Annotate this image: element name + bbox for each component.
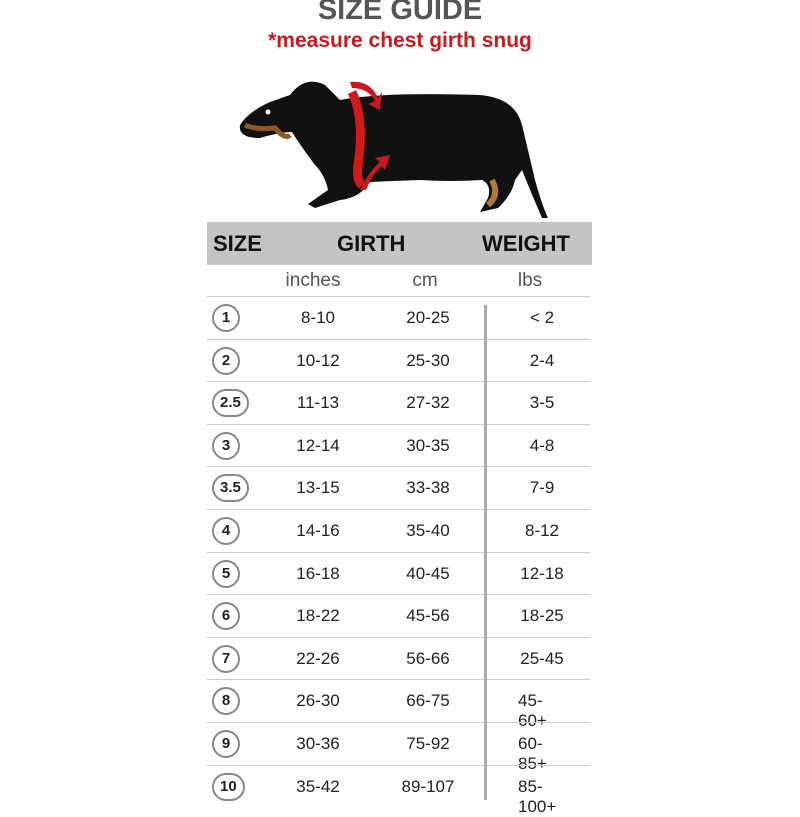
column-divider (484, 305, 487, 800)
girth-inches: 13-15 (296, 478, 340, 498)
table-row: 7 22-26 56-66 25-45 (207, 636, 590, 680)
girth-cm: 33-38 (406, 478, 450, 498)
girth-inches: 12-14 (296, 435, 340, 455)
size-badge: 2 (212, 346, 240, 375)
size-badge: 4 (212, 517, 240, 545)
weight-lbs: 45-60+ (518, 691, 547, 731)
size-badge: 6 (212, 602, 240, 631)
table-row: 3.5 13-15 33-38 7-9 (207, 466, 590, 509)
girth-inches: 18-22 (296, 606, 340, 626)
girth-cm: 30-35 (406, 435, 450, 455)
unit-lbs: lbs (517, 270, 543, 291)
table-row: 1 8-10 20-25 < 2 (207, 296, 590, 339)
size-badge: 8 (212, 687, 240, 716)
girth-cm: 56-66 (406, 648, 450, 668)
table-row: 3 12-14 30-35 4-8 (207, 423, 590, 467)
table-row: 6 18-22 45-56 18-25 (207, 594, 590, 637)
girth-cm: 45-56 (406, 606, 450, 626)
weight-lbs: 8-12 (524, 521, 560, 540)
table-row: 8 26-30 66-75 45-60+ (207, 679, 590, 730)
girth-cm: 40-45 (406, 563, 450, 583)
girth-inches: 30-36 (296, 734, 340, 753)
table-row: 10 35-42 89-107 85-100+ (207, 764, 590, 816)
weight-lbs: 2-4 (529, 350, 555, 370)
weight-lbs: < 2 (529, 308, 555, 327)
weight-lbs: 3-5 (529, 393, 555, 413)
size-badge: 7 (212, 644, 240, 673)
weight-lbs: 12-18 (520, 563, 564, 583)
girth-cm: 25-30 (406, 350, 450, 370)
girth-inches: 26-30 (296, 691, 340, 711)
page-title: SIZE GUIDE (317, 0, 483, 26)
weight-lbs: 85-100+ (518, 776, 557, 816)
header-girth: GIRTH (337, 231, 406, 256)
size-badge: 3 (212, 431, 240, 460)
measure-instruction: *measure chest girth snug (268, 29, 532, 52)
unit-inches: inches (285, 270, 341, 291)
girth-inches: 22-26 (296, 648, 340, 668)
girth-cm: 66-75 (406, 691, 450, 711)
table-row: 5 16-18 40-45 12-18 (207, 551, 590, 595)
table-row: 2 10-12 25-30 2-4 (207, 338, 590, 382)
girth-inches: 14-16 (296, 521, 340, 540)
weight-lbs: 18-25 (520, 606, 564, 626)
girth-inches: 10-12 (296, 350, 340, 370)
size-badge: 9 (212, 730, 240, 758)
girth-cm: 27-32 (406, 393, 450, 413)
girth-inches: 8-10 (300, 308, 336, 327)
girth-cm: 75-92 (406, 734, 450, 753)
unit-cm: cm (412, 270, 438, 291)
dachshund-illustration (239, 81, 549, 219)
table-header: SIZE GIRTH WEIGHT (207, 222, 592, 265)
size-badge: 3.5 (212, 474, 249, 503)
girth-cm: 20-25 (406, 308, 450, 327)
girth-cm: 35-40 (406, 521, 450, 540)
table-row: 4 14-16 35-40 8-12 (207, 509, 590, 552)
size-badge: 2.5 (212, 389, 249, 418)
weight-lbs: 4-8 (529, 435, 555, 455)
weight-lbs: 7-9 (529, 478, 555, 498)
girth-inches: 35-42 (296, 776, 340, 796)
table-row: 2.5 11-13 27-32 3-5 (207, 381, 590, 424)
header-weight: WEIGHT (482, 231, 570, 256)
girth-inches: 16-18 (296, 563, 340, 583)
weight-lbs: 60-85+ (518, 734, 547, 773)
size-badge: 10 (212, 772, 245, 801)
girth-inches: 11-13 (296, 393, 340, 413)
girth-cm: 89-107 (401, 776, 455, 796)
table-row: 9 30-36 75-92 60-85+ (207, 722, 590, 773)
header-size: SIZE (213, 231, 262, 256)
size-badge: 5 (212, 559, 240, 588)
weight-lbs: 25-45 (520, 648, 564, 668)
size-badge: 1 (212, 304, 240, 332)
